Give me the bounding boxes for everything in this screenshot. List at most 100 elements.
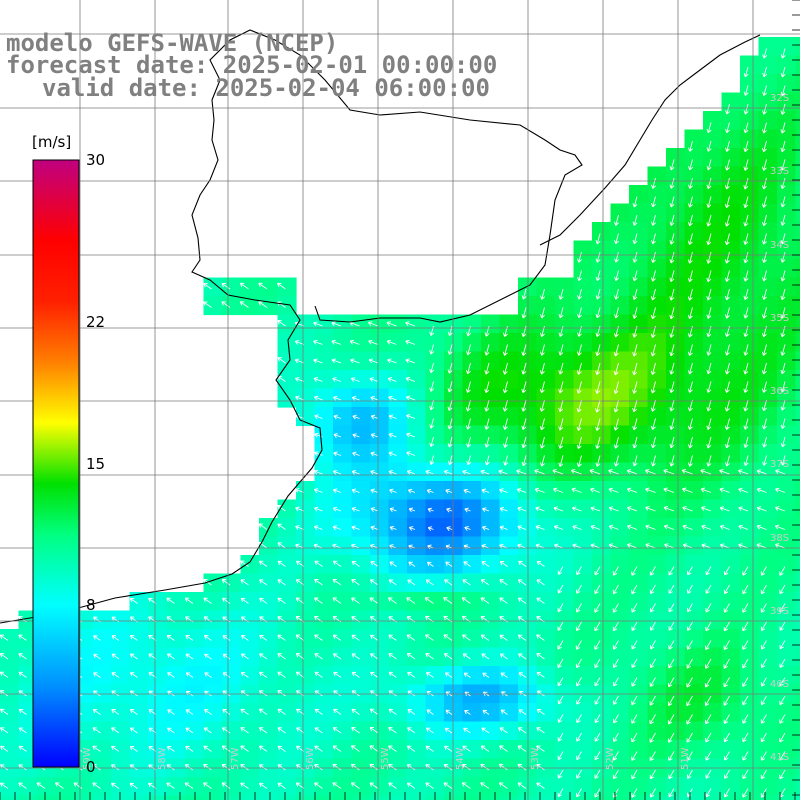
wind-arrow [314, 395, 323, 401]
wind-arrow [333, 433, 342, 438]
field-cell [647, 462, 667, 482]
field-cell [425, 703, 445, 723]
field-cell [407, 647, 427, 667]
wind-arrow [518, 560, 527, 567]
wind-arrow [780, 344, 786, 356]
field-cell [610, 610, 630, 630]
field-cell [462, 481, 482, 501]
field-cell [647, 222, 667, 242]
wind-arrow [743, 436, 749, 448]
wind-arrow [688, 140, 694, 152]
field-cell [240, 721, 260, 741]
wind-arrow [687, 362, 693, 375]
field-cell [481, 721, 501, 741]
field-cell [388, 351, 408, 371]
field-cell [629, 629, 649, 649]
field-cell [351, 370, 371, 390]
field-cell [647, 388, 667, 408]
field-cell [407, 481, 427, 501]
wind-arrow [92, 727, 101, 734]
field-cell [444, 536, 464, 556]
field-cell [333, 536, 353, 556]
field-cell [388, 573, 408, 593]
wind-arrow [682, 487, 693, 493]
wind-arrow [614, 251, 620, 263]
wind-arrow [701, 524, 712, 530]
wind-arrow [167, 672, 175, 678]
field-cell [425, 740, 445, 760]
field-cell [684, 703, 704, 723]
field-cell [388, 499, 408, 519]
field-cell [592, 721, 612, 741]
wind-arrow [780, 196, 786, 208]
wind-arrow [558, 288, 564, 300]
wind-arrow [314, 634, 323, 641]
wind-arrow [614, 288, 620, 300]
field-cell [148, 740, 168, 760]
wind-arrow [294, 377, 305, 382]
field-cell [629, 592, 649, 612]
field-cell [777, 333, 797, 353]
field-cell [610, 518, 630, 538]
field-cell [777, 795, 797, 800]
wind-arrow [350, 763, 360, 771]
wind-arrow [723, 640, 730, 651]
wind-arrow [756, 469, 767, 475]
field-cell [610, 277, 630, 297]
field-cell [629, 462, 649, 482]
wind-arrow [240, 727, 249, 734]
field-cell [758, 407, 778, 427]
field-cell [259, 777, 279, 797]
wind-arrow [184, 782, 194, 789]
field-cell [481, 333, 501, 353]
field-cell [555, 351, 575, 371]
wind-arrow [608, 487, 619, 493]
wind-arrow [444, 727, 453, 734]
field-cell [518, 647, 538, 667]
field-cell [758, 647, 778, 667]
wind-arrow [0, 634, 9, 641]
field-cell [370, 536, 390, 556]
wind-arrow [0, 782, 9, 789]
wind-arrow [557, 677, 564, 687]
field-cell [758, 111, 778, 131]
wind-arrow [203, 782, 212, 789]
wind-arrow [111, 672, 120, 678]
field-cell [518, 518, 538, 538]
field-cell [388, 462, 408, 482]
field-cell [518, 481, 538, 501]
field-cell [351, 592, 371, 612]
field-cell [518, 462, 538, 482]
wind-arrow [331, 339, 342, 345]
wind-arrow [742, 621, 749, 632]
field-cell [721, 629, 741, 649]
wind-arrow [742, 603, 749, 613]
field-cell [703, 148, 723, 168]
wind-arrow [645, 543, 656, 549]
field-cell [425, 629, 445, 649]
field-cell [444, 647, 464, 667]
field-cell [610, 777, 630, 797]
forecast-date: forecast date: 2025-02-01 00:00:00 [6, 51, 498, 79]
field-cell [721, 129, 741, 149]
field-cell [647, 573, 667, 593]
wind-arrow [370, 561, 379, 567]
field-cell [481, 518, 501, 538]
wind-arrow [259, 597, 268, 604]
wind-arrow [445, 561, 453, 567]
field-cell [740, 721, 760, 741]
field-cell [314, 647, 334, 667]
wind-arrow [663, 487, 675, 493]
field-cell [573, 296, 593, 316]
wind-arrow [663, 468, 675, 475]
field-cell [684, 351, 704, 371]
wind-arrow [645, 524, 656, 530]
wind-arrow [760, 640, 767, 650]
field-cell [555, 333, 575, 353]
field-cell [148, 629, 168, 649]
wind-arrow [521, 399, 527, 412]
field-cell [351, 388, 371, 408]
field-cell [407, 462, 427, 482]
field-cell [185, 777, 205, 797]
wind-arrow [429, 436, 435, 447]
